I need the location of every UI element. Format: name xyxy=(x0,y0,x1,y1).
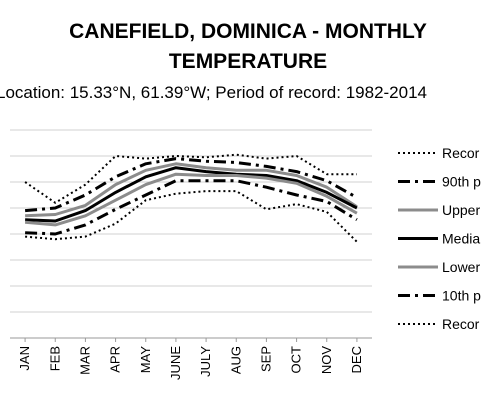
series-line-4 xyxy=(25,166,358,223)
x-tick-label: AUG xyxy=(228,346,243,374)
series-line-1 xyxy=(24,153,357,204)
legend-label: Upper xyxy=(442,202,480,218)
x-tick-label: FEB xyxy=(47,346,62,371)
x-tick-label: APR xyxy=(108,346,123,373)
series-line-6 xyxy=(25,179,358,236)
chart-title-line-1: CANEFIELD, DOMINICA - MONTHLY xyxy=(69,20,427,43)
series-lines xyxy=(24,153,358,243)
legend-label: 10th p xyxy=(442,288,481,304)
series-line-7 xyxy=(25,190,358,243)
x-axis: JAN FEB MAR APR MAY JUNE JULY AUG SEP OCT NOV DEC xyxy=(10,337,372,380)
legend-label: Media xyxy=(442,231,480,247)
chart-subtitle: Location: 15.33°N, 61.39°W; Period of re… xyxy=(0,83,427,102)
x-tick-label: DEC xyxy=(349,346,364,373)
x-tick-label: SEP xyxy=(258,346,273,372)
x-tick-label: JUNE xyxy=(168,346,183,380)
x-tick-label: MAR xyxy=(77,346,92,375)
chart-title-line-2: TEMPERATURE xyxy=(169,50,327,73)
legend-label: 90th p xyxy=(442,174,481,190)
x-tick-label: OCT xyxy=(289,346,304,374)
series-line-2 xyxy=(24,157,358,213)
legend: Recor 90th p Upper Media Lower 10th p Recor xyxy=(398,145,481,332)
series-line-5 xyxy=(24,172,358,227)
x-tick-label: JAN xyxy=(17,346,32,371)
legend-label: Recor xyxy=(442,145,480,161)
legend-label: Lower xyxy=(442,259,480,275)
x-tick-label: MAY xyxy=(138,346,153,374)
legend-label: Recor xyxy=(442,316,480,332)
x-tick-label: JULY xyxy=(198,346,213,377)
series-line-3 xyxy=(25,162,358,218)
x-tick-label: NOV xyxy=(319,346,334,375)
